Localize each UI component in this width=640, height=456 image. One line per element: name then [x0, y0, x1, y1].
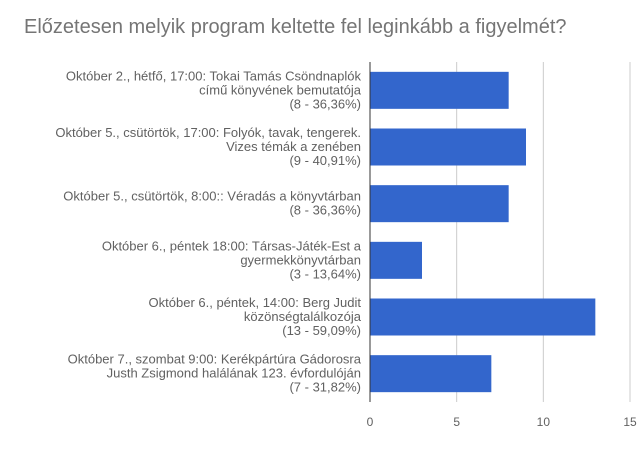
category-label: Október 7., szombat 9:00: Kerékpártúra G… [68, 352, 362, 367]
category-label: Vizes témák a zenében [226, 139, 361, 154]
bar [370, 355, 492, 393]
category-label: című könyvének bemutatója [199, 82, 362, 97]
category-label: Október 6., péntek, 14:00: Berg Judit [149, 295, 362, 310]
category-label: (8 - 36,36%) [289, 203, 361, 218]
category-label: Október 2., hétfő, 17:00: Tokai Tamás Cs… [66, 68, 362, 83]
chart-title: Előzetesen melyik program keltette fel l… [24, 16, 567, 38]
bar [370, 71, 509, 109]
category-label: (3 - 13,64%) [289, 266, 361, 281]
category-label: (13 - 59,09%) [282, 323, 361, 338]
category-label: közönségtalálkozója [244, 309, 362, 324]
category-label: Október 5., csütörtök, 17:00: Folyók, ta… [55, 125, 361, 140]
x-tick-label: 10 [537, 415, 551, 429]
x-tick-label: 15 [623, 415, 637, 429]
category-label: (9 - 40,91%) [289, 153, 361, 168]
category-label: (7 - 31,82%) [289, 380, 361, 395]
category-label: Justh Zsigmond halálának 123. évfordulój… [107, 366, 361, 381]
category-label: (8 - 36,36%) [289, 96, 361, 111]
x-tick-label: 0 [367, 415, 374, 429]
bar [370, 241, 422, 279]
bar [370, 298, 596, 336]
bar [370, 185, 509, 223]
bar [370, 128, 526, 166]
category-label: Október 6., péntek 18:00: Társas-Játék-E… [102, 238, 362, 253]
category-label: Október 5., csütörtök, 8:00:: Véradás a … [63, 189, 361, 204]
x-tick-label: 5 [453, 415, 460, 429]
category-label: gyermekkönyvtárban [240, 252, 361, 267]
